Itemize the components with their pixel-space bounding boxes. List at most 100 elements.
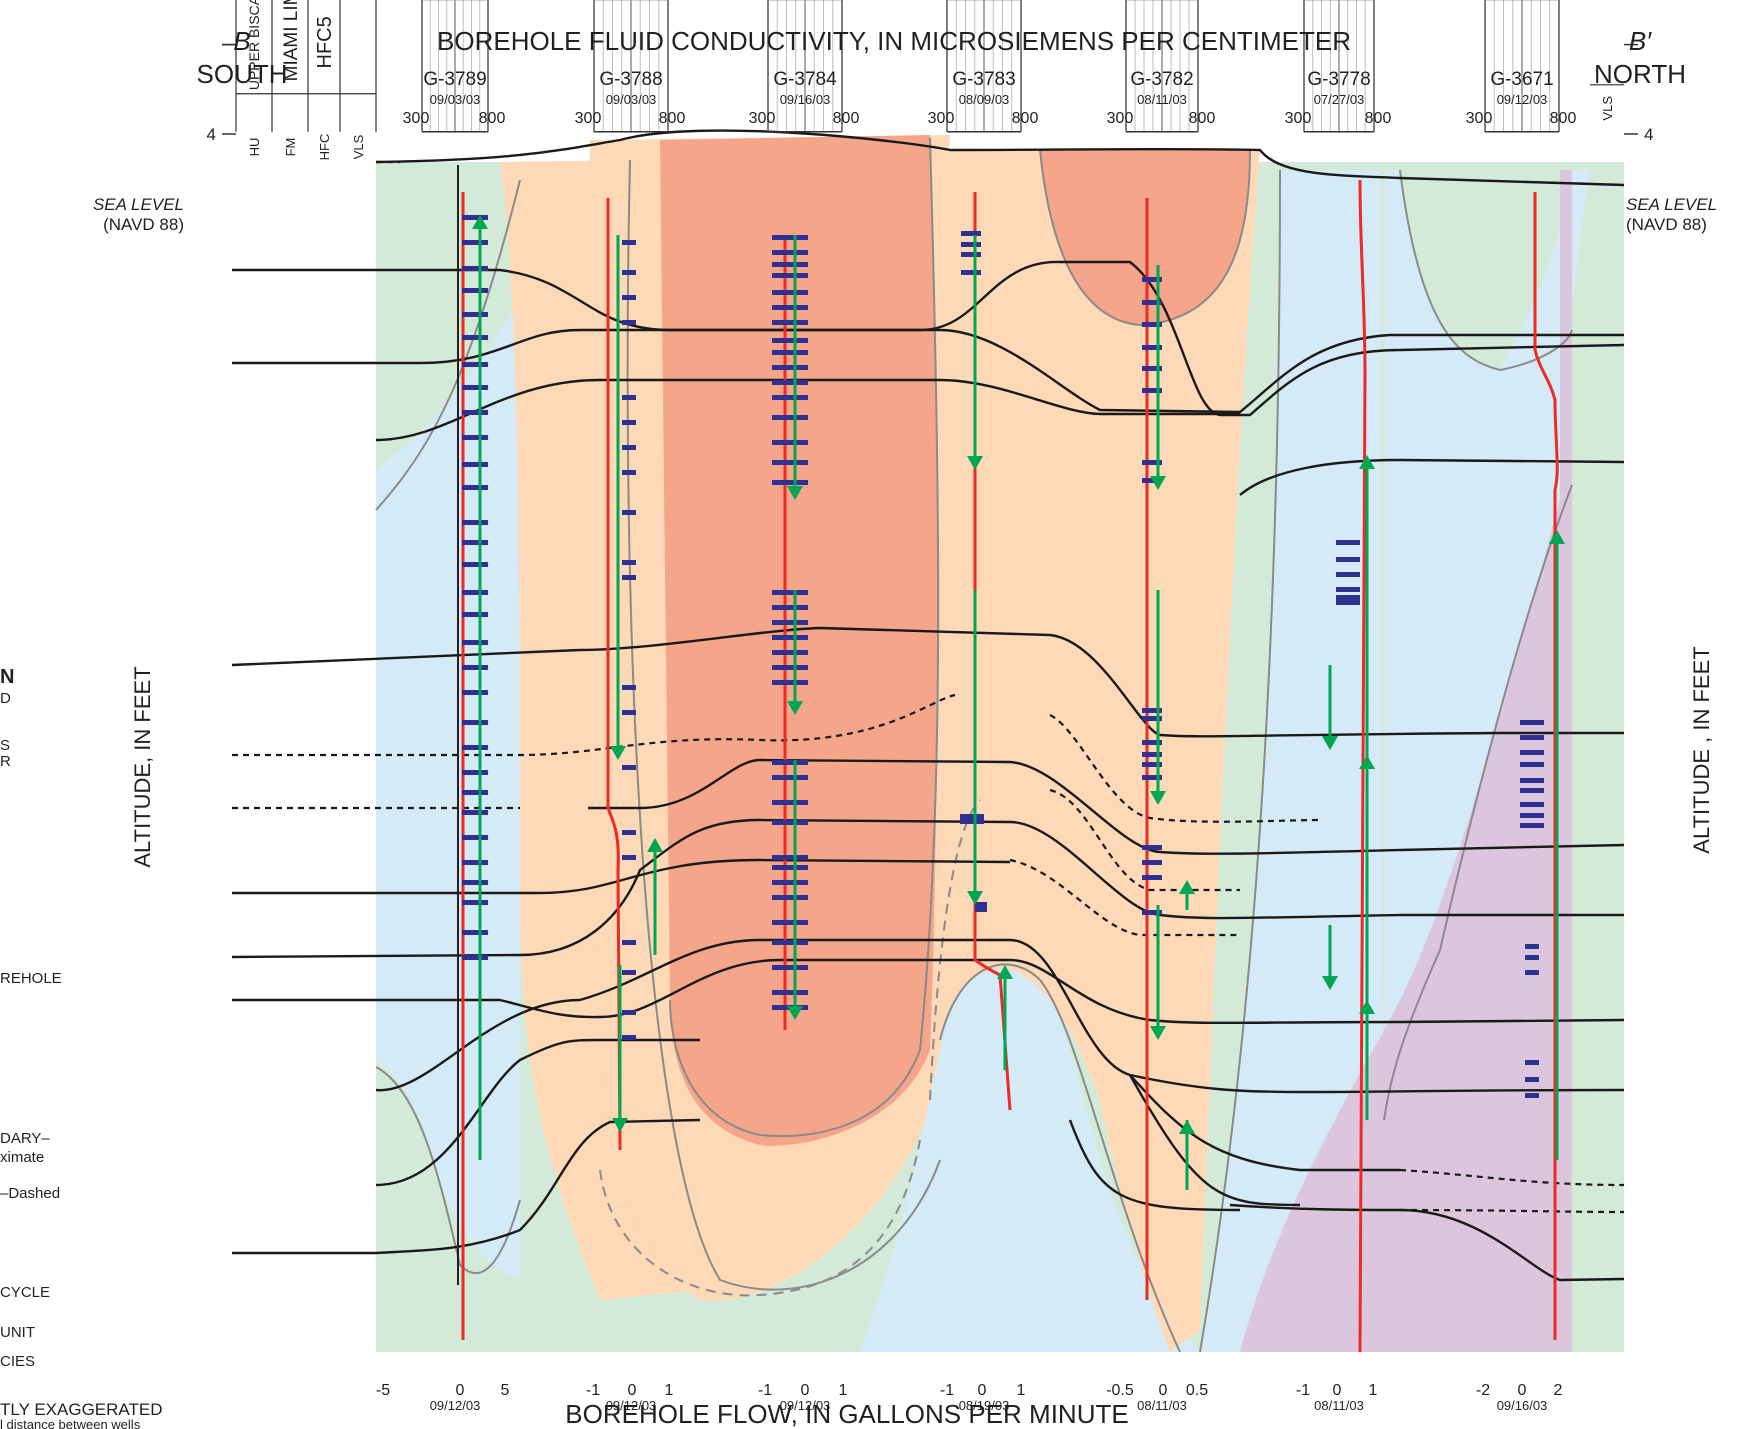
flow-bar <box>772 365 808 370</box>
legend-fragment: REHOLE <box>0 970 62 987</box>
flow-bar <box>462 335 488 340</box>
well-cond-min: 300 <box>928 110 955 127</box>
flow-arrow-head <box>787 486 803 500</box>
well-cond-max: 800 <box>1012 110 1039 127</box>
well-flow-date: 09/12/03 <box>430 1398 481 1413</box>
facies-boundary <box>669 137 940 1138</box>
flow-bar <box>622 575 636 580</box>
flow-bar <box>462 900 488 905</box>
flow-bar <box>462 720 488 725</box>
well-flow-tick: -0.5 <box>1106 1382 1134 1399</box>
flow-bar <box>1520 762 1544 767</box>
flow-bar <box>772 820 808 825</box>
flow-bar <box>772 855 808 860</box>
flow-bar <box>772 320 808 325</box>
well-flow-tick: -2 <box>1476 1382 1490 1399</box>
flow-arrow-head <box>1359 755 1375 769</box>
strat-col-header: FM <box>283 138 298 157</box>
flow-bar <box>1142 775 1162 780</box>
flow-bar <box>1142 322 1162 327</box>
flow-bar <box>622 295 636 300</box>
flow-bar <box>1525 1077 1539 1082</box>
flow-bar <box>961 270 981 275</box>
well-cond-max: 800 <box>1189 110 1216 127</box>
well-flow-tick: 0 <box>1518 1382 1527 1399</box>
facies-boundary <box>1039 149 1251 327</box>
well-cond-date: 09/03/03 <box>606 92 657 107</box>
flow-bar <box>622 470 636 475</box>
flow-bar <box>772 415 808 420</box>
datum-label-left: (NAVD 88) <box>103 215 184 234</box>
well-cond-max: 800 <box>1550 110 1577 127</box>
flow-bar <box>1336 595 1360 600</box>
flow-arrow-head <box>1322 976 1338 990</box>
flow-bar <box>1520 735 1544 740</box>
well-cond-max: 800 <box>659 110 686 127</box>
legend-fragment: TLY EXAGGERATED <box>0 1400 163 1419</box>
unit-boundary-approximate <box>1399 1168 1625 1187</box>
flow-bar <box>462 745 488 750</box>
flow-bar <box>1520 823 1544 828</box>
flow-bar <box>622 395 636 400</box>
unit-boundary <box>588 758 1625 855</box>
facies-boundary <box>939 963 1181 1353</box>
flow-arrow-head <box>1150 1026 1166 1040</box>
flow-bar <box>772 460 808 465</box>
unit-boundary <box>375 1038 700 1187</box>
flow-bar <box>462 520 488 525</box>
unit-boundary <box>231 626 1624 738</box>
flow-arrow-head <box>1359 1000 1375 1014</box>
flow-bar <box>462 485 488 490</box>
strat-hydro-unit: UPPER BISCAYNE AQUIFER <box>246 0 262 90</box>
flow-bar <box>1525 955 1539 960</box>
flow-bar <box>462 266 488 271</box>
flow-bar <box>462 562 488 567</box>
well-cond-min: 300 <box>1285 110 1312 127</box>
well-flow-tick: 1 <box>1369 1382 1378 1399</box>
flow-bar <box>772 940 808 945</box>
flow-bar <box>462 612 488 617</box>
legend-fragment: D <box>0 690 11 707</box>
flow-bar <box>772 235 808 240</box>
flow-bar <box>462 770 488 775</box>
legend-fragment: DARY– <box>0 1130 50 1147</box>
flow-bar <box>462 362 488 367</box>
strat-formation: MIAMI LIMESTONE <box>281 0 302 81</box>
well-id-label: G-3782 <box>1130 69 1193 90</box>
flow-bar <box>462 288 488 293</box>
flow-bar <box>622 270 636 275</box>
flow-bar <box>462 810 488 815</box>
legend-fragments: N D S R REHOLE DARY– ximate –Dashed CYCL… <box>0 666 163 1429</box>
flow-bar <box>1520 778 1544 783</box>
well-id-label: G-3784 <box>773 69 837 90</box>
unit-boundary <box>232 858 1011 895</box>
flow-bar <box>772 590 808 595</box>
flow-bar <box>1142 752 1162 757</box>
well-flow-tick: 0 <box>628 1382 637 1399</box>
facies-boundary <box>1199 169 1281 1353</box>
flow-bar <box>462 955 488 960</box>
flow-arrow-head <box>612 1118 628 1132</box>
flow-bar <box>622 1035 636 1040</box>
well-cond-min: 300 <box>1466 110 1493 127</box>
well-cond-min: 300 <box>749 110 776 127</box>
unit-boundary <box>375 129 1625 187</box>
flow-bar <box>1336 572 1360 577</box>
conductivity-curve <box>606 198 622 1151</box>
left-section-letter: B <box>233 26 250 56</box>
flow-bar <box>1142 478 1162 483</box>
flow-arrow-head <box>1322 736 1338 750</box>
well-g-3783: G-3783 08/09/03 300 800 -1 0 1 08/19/03 <box>928 0 1039 1413</box>
flow-bar <box>772 760 808 765</box>
flow-bar <box>772 680 808 685</box>
unit-boundary-approximate <box>1009 858 1240 937</box>
altitude-axes: 44-4-4-8-8-12-12-16-16-20-20-24-24-28-28… <box>207 43 1653 144</box>
flow-bar <box>1142 740 1162 745</box>
facies-salmon-right <box>1040 150 1250 325</box>
flow-bar <box>622 940 636 945</box>
flow-bar <box>1525 1093 1539 1098</box>
flow-bar <box>772 262 808 267</box>
flow-bar <box>462 312 488 317</box>
flow-bar <box>1520 813 1544 818</box>
